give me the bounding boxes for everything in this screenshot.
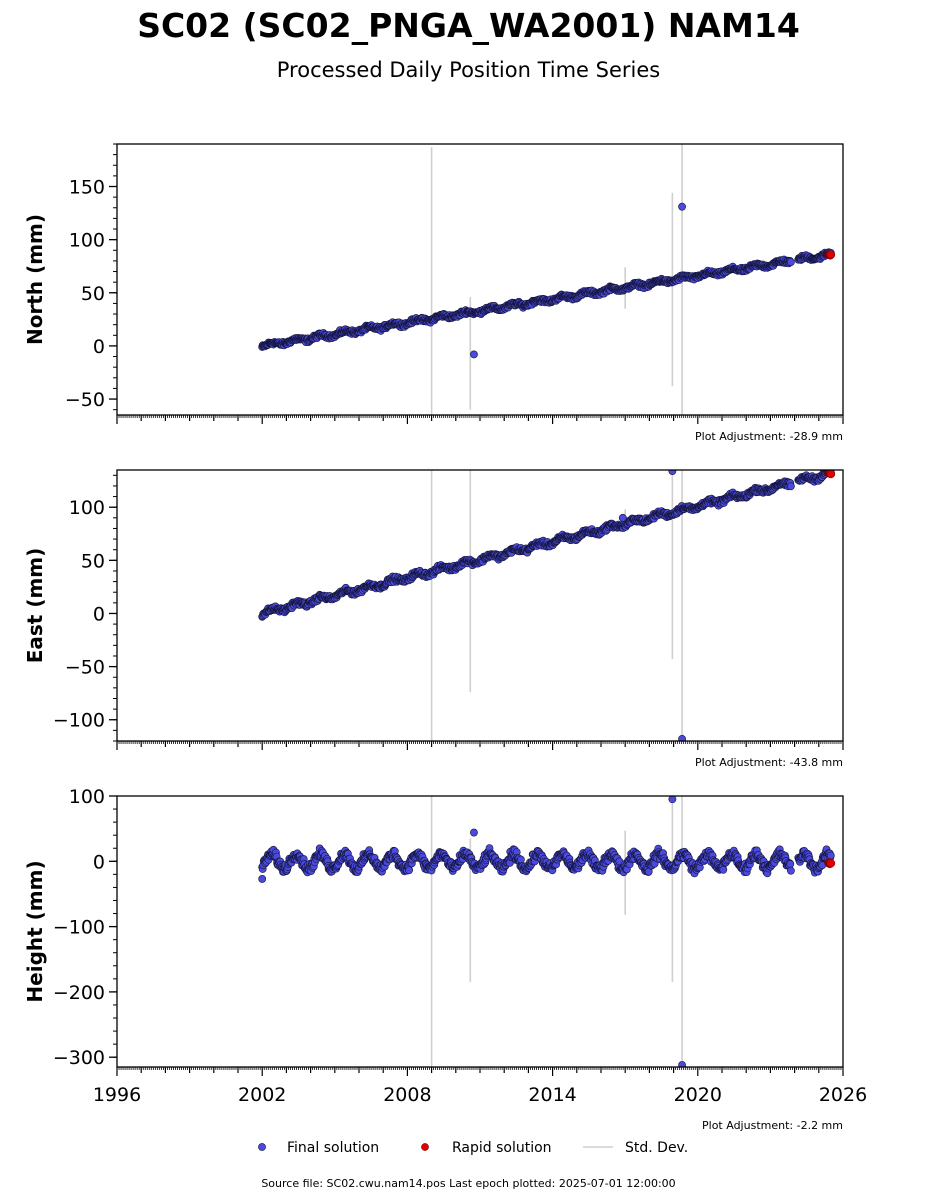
y-tick-label: 50 <box>81 550 105 572</box>
x-tick-label: 2020 <box>674 1084 722 1106</box>
final-solution-series <box>258 202 835 359</box>
data-point <box>786 860 795 868</box>
y-tick-label: −100 <box>53 917 105 939</box>
data-point <box>787 866 795 875</box>
y-tick-label: −100 <box>53 710 105 732</box>
data-point <box>517 855 525 864</box>
y-axis-label: Height (mm) <box>23 860 47 1002</box>
outlier-point <box>678 1061 686 1067</box>
outlier-point <box>678 202 686 211</box>
data-layer <box>258 796 836 1067</box>
y-tick-label: 0 <box>93 336 105 358</box>
plot-frame <box>116 469 844 742</box>
data-point <box>787 258 795 266</box>
y-tick-label: −200 <box>53 982 105 1004</box>
data-point <box>826 851 835 860</box>
y-tick-label: 0 <box>93 603 105 625</box>
data-point <box>787 482 795 491</box>
source-footer: Source file: SC02.cwu.nam14.pos Last epo… <box>261 1177 676 1190</box>
x-tick-label: 1996 <box>93 1084 141 1106</box>
data-layer <box>258 144 836 415</box>
y-tick-label: 50 <box>81 283 105 305</box>
y-tick-label: 100 <box>69 786 105 808</box>
panel-1: −50 0 50 100 150 North (mm) Plot Adjustment: -… <box>23 143 844 443</box>
plot-adjustment-label: Plot Adjustment: -2.2 mm <box>702 1119 843 1132</box>
plot-adjustment-label: Plot Adjustment: -28.9 mm <box>695 430 843 443</box>
rapid-solution-series <box>824 470 836 479</box>
rapid-point <box>826 470 836 479</box>
rapid-point <box>826 250 836 259</box>
legend: Final solution Rapid solution Std. Dev. <box>258 1140 688 1156</box>
rapid-solution-series <box>824 250 836 260</box>
outlier-point <box>668 796 677 804</box>
page-subtitle: Processed Daily Position Time Series <box>276 58 661 82</box>
y-axis-label: East (mm) <box>23 548 47 664</box>
outlier-point <box>470 828 478 837</box>
legend-rapid-marker <box>421 1143 429 1151</box>
panel-2: −100 −50 0 50 100 East (mm) Plot Adjustment: -… <box>23 469 844 769</box>
legend-final-marker <box>258 1143 266 1151</box>
y-axis-label: North (mm) <box>23 214 47 345</box>
outlier-point <box>668 470 677 475</box>
data-point <box>405 866 413 875</box>
panel-3: −300 −200 −100 0 100 1996 2002 2008 2014 2020 2026… <box>23 786 867 1132</box>
final-solution-series <box>258 796 835 1067</box>
legend-final-label: Final solution <box>287 1140 379 1156</box>
outlier-point <box>678 734 686 741</box>
rapid-solution-series <box>824 858 836 869</box>
data-point <box>719 865 728 874</box>
outlier-point <box>470 350 478 359</box>
plot-frame <box>116 143 844 416</box>
y-tick-label: 100 <box>69 497 105 519</box>
outlier-point <box>618 513 627 522</box>
legend-std-label: Std. Dev. <box>625 1140 688 1156</box>
x-tick-label: 2026 <box>819 1084 867 1106</box>
x-tick-label: 2014 <box>528 1084 576 1106</box>
y-tick-label: −300 <box>53 1047 105 1069</box>
x-tick-label: 2008 <box>383 1084 431 1106</box>
data-layer <box>258 470 836 741</box>
legend-rapid-label: Rapid solution <box>452 1140 552 1156</box>
y-tick-label: −50 <box>65 657 105 679</box>
final-solution-series <box>258 470 835 741</box>
y-tick-label: 0 <box>93 851 105 873</box>
plot-adjustment-label: Plot Adjustment: -43.8 mm <box>695 756 843 769</box>
outlier-point <box>258 875 267 883</box>
x-tick-label: 2002 <box>238 1084 286 1106</box>
y-tick-label: 150 <box>69 177 105 199</box>
y-tick-label: 100 <box>69 230 105 252</box>
y-tick-label: −50 <box>65 389 105 411</box>
rapid-point <box>826 859 836 868</box>
plot-frame <box>116 795 844 1068</box>
page-title: SC02 (SC02_PNGA_WA2001) NAM14 <box>137 6 800 45</box>
